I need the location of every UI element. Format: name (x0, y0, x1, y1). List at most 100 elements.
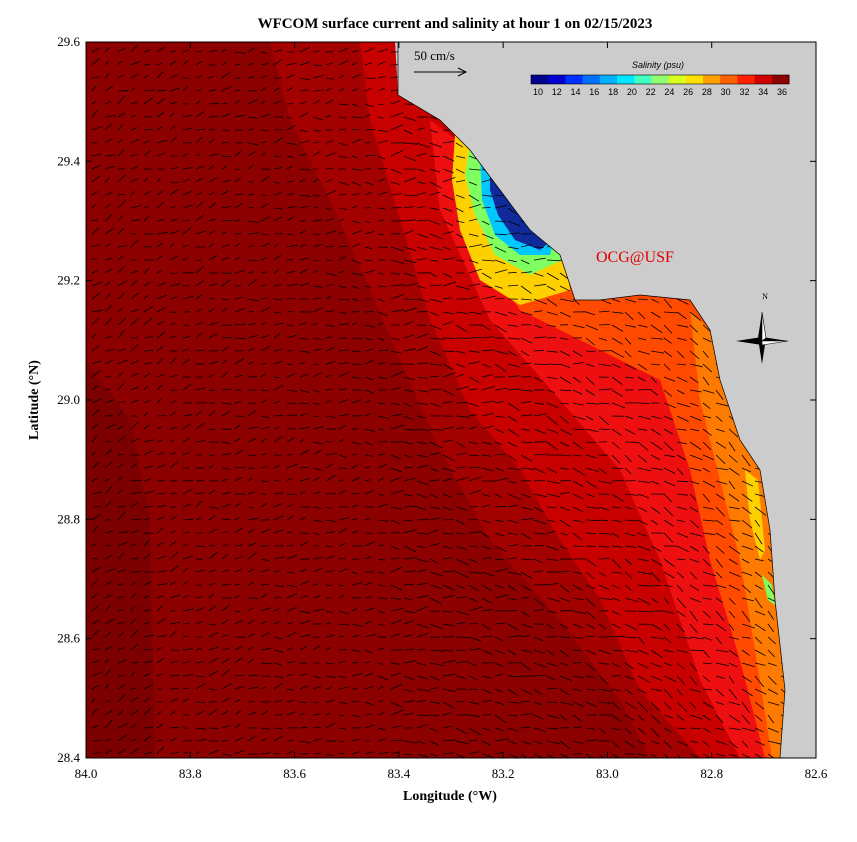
current-vector (182, 358, 191, 365)
current-vector (247, 491, 256, 495)
current-vector (143, 49, 152, 53)
current-vector (494, 701, 505, 706)
current-vector (208, 727, 218, 729)
current-vector (637, 467, 651, 472)
current-vector (442, 140, 454, 144)
current-vector (182, 635, 189, 638)
current-vector (767, 688, 779, 695)
current-vector (273, 49, 283, 53)
current-vector (312, 491, 321, 495)
current-vector (429, 191, 441, 196)
current-vector (247, 47, 255, 53)
current-vector (429, 233, 443, 240)
current-vector (221, 554, 228, 560)
current-vector (117, 245, 128, 248)
current-vector (273, 216, 282, 222)
current-vector (234, 556, 243, 560)
current-vector (299, 740, 311, 744)
y-tick-label: 28.4 (57, 750, 80, 765)
current-vector (559, 376, 572, 385)
current-vector (481, 454, 492, 457)
current-vector (377, 738, 387, 742)
current-vector (286, 155, 293, 158)
current-vector (169, 181, 179, 183)
current-vector (286, 124, 296, 131)
current-vector (104, 349, 115, 352)
current-vector (585, 753, 593, 758)
current-vector (130, 87, 136, 92)
current-vector (429, 649, 444, 652)
current-vector (208, 115, 220, 118)
current-vector (91, 244, 100, 248)
current-vector (429, 311, 439, 316)
current-vector (390, 413, 403, 417)
current-vector (390, 467, 403, 473)
current-vector (429, 246, 443, 251)
current-vector (143, 552, 151, 560)
x-tick-label: 83.6 (283, 766, 306, 781)
current-vector (260, 100, 266, 105)
current-vector (624, 363, 637, 370)
current-vector (221, 165, 227, 170)
current-vector (702, 532, 716, 536)
current-vector (416, 582, 428, 586)
current-vector (234, 449, 243, 456)
current-vector (104, 203, 111, 209)
current-vector (403, 688, 413, 693)
current-vector (286, 545, 294, 547)
current-vector (741, 714, 750, 725)
current-vector (338, 727, 346, 730)
current-vector (299, 645, 307, 651)
current-vector (481, 285, 493, 289)
current-vector (689, 623, 699, 634)
current-vector (117, 280, 128, 287)
current-vector (520, 441, 533, 444)
map-title: WFCOM surface current and salinity at ho… (258, 16, 653, 32)
current-vector (247, 90, 258, 92)
current-vector (221, 402, 232, 405)
current-vector (533, 609, 544, 612)
current-vector (728, 649, 739, 657)
current-vector (442, 439, 453, 443)
current-vector (312, 595, 321, 599)
current-vector (91, 47, 100, 53)
current-vector (741, 675, 753, 683)
current-vector (91, 175, 101, 183)
current-vector (429, 467, 440, 473)
current-vector (585, 467, 599, 472)
current-vector (650, 454, 661, 461)
current-vector (702, 714, 711, 722)
current-vector (338, 155, 348, 158)
current-vector (598, 506, 610, 511)
current-vector (754, 753, 763, 758)
current-vector (286, 233, 293, 236)
current-vector (234, 699, 241, 703)
current-vector (364, 191, 372, 196)
current-vector (741, 467, 751, 473)
current-vector (429, 129, 438, 133)
current-vector (104, 449, 113, 456)
current-vector (299, 568, 307, 573)
current-vector (143, 336, 153, 339)
current-vector (169, 426, 178, 430)
current-vector (221, 102, 228, 105)
current-vector (169, 751, 180, 755)
current-vector (429, 753, 439, 757)
current-vector (364, 88, 372, 92)
current-vector (442, 506, 453, 511)
current-vector (117, 435, 126, 443)
current-vector (208, 428, 216, 431)
current-vector (338, 686, 349, 690)
current-vector (377, 662, 384, 665)
current-vector (182, 489, 192, 495)
current-vector (715, 662, 729, 667)
current-vector (286, 571, 294, 574)
current-vector (546, 324, 557, 327)
current-vector (468, 623, 479, 625)
current-vector (442, 659, 456, 664)
current-vector (494, 636, 504, 642)
current-vector (416, 493, 428, 499)
current-vector (156, 178, 161, 183)
current-vector (104, 123, 113, 131)
current-vector (312, 179, 319, 183)
